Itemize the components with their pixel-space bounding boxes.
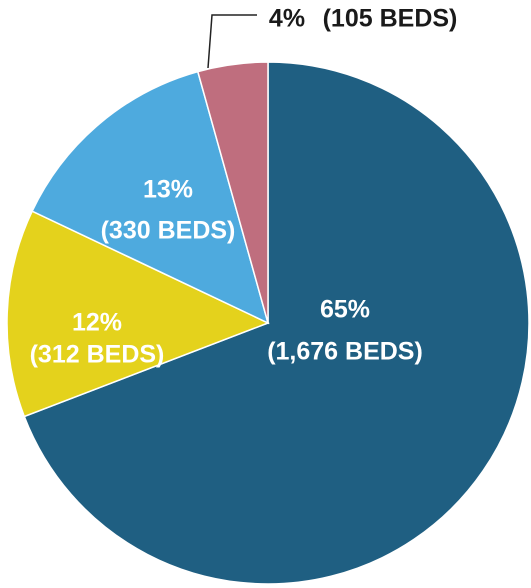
pie-slice [23,61,530,585]
value-label: (312 BEDS) [30,341,165,369]
pie-slice [31,70,270,325]
pie-slice [6,210,270,418]
percent-label: 13% [143,176,193,204]
value-label: (105 BEDS) [323,5,458,33]
leader-line [207,14,257,69]
percent-label: 65% [320,296,370,324]
pie-slice [196,61,269,324]
percent-label: 4% [269,5,305,33]
value-label: (1,676 BEDS) [267,338,423,366]
value-label: (330 BEDS) [101,217,236,245]
percent-label: 12% [72,309,122,337]
